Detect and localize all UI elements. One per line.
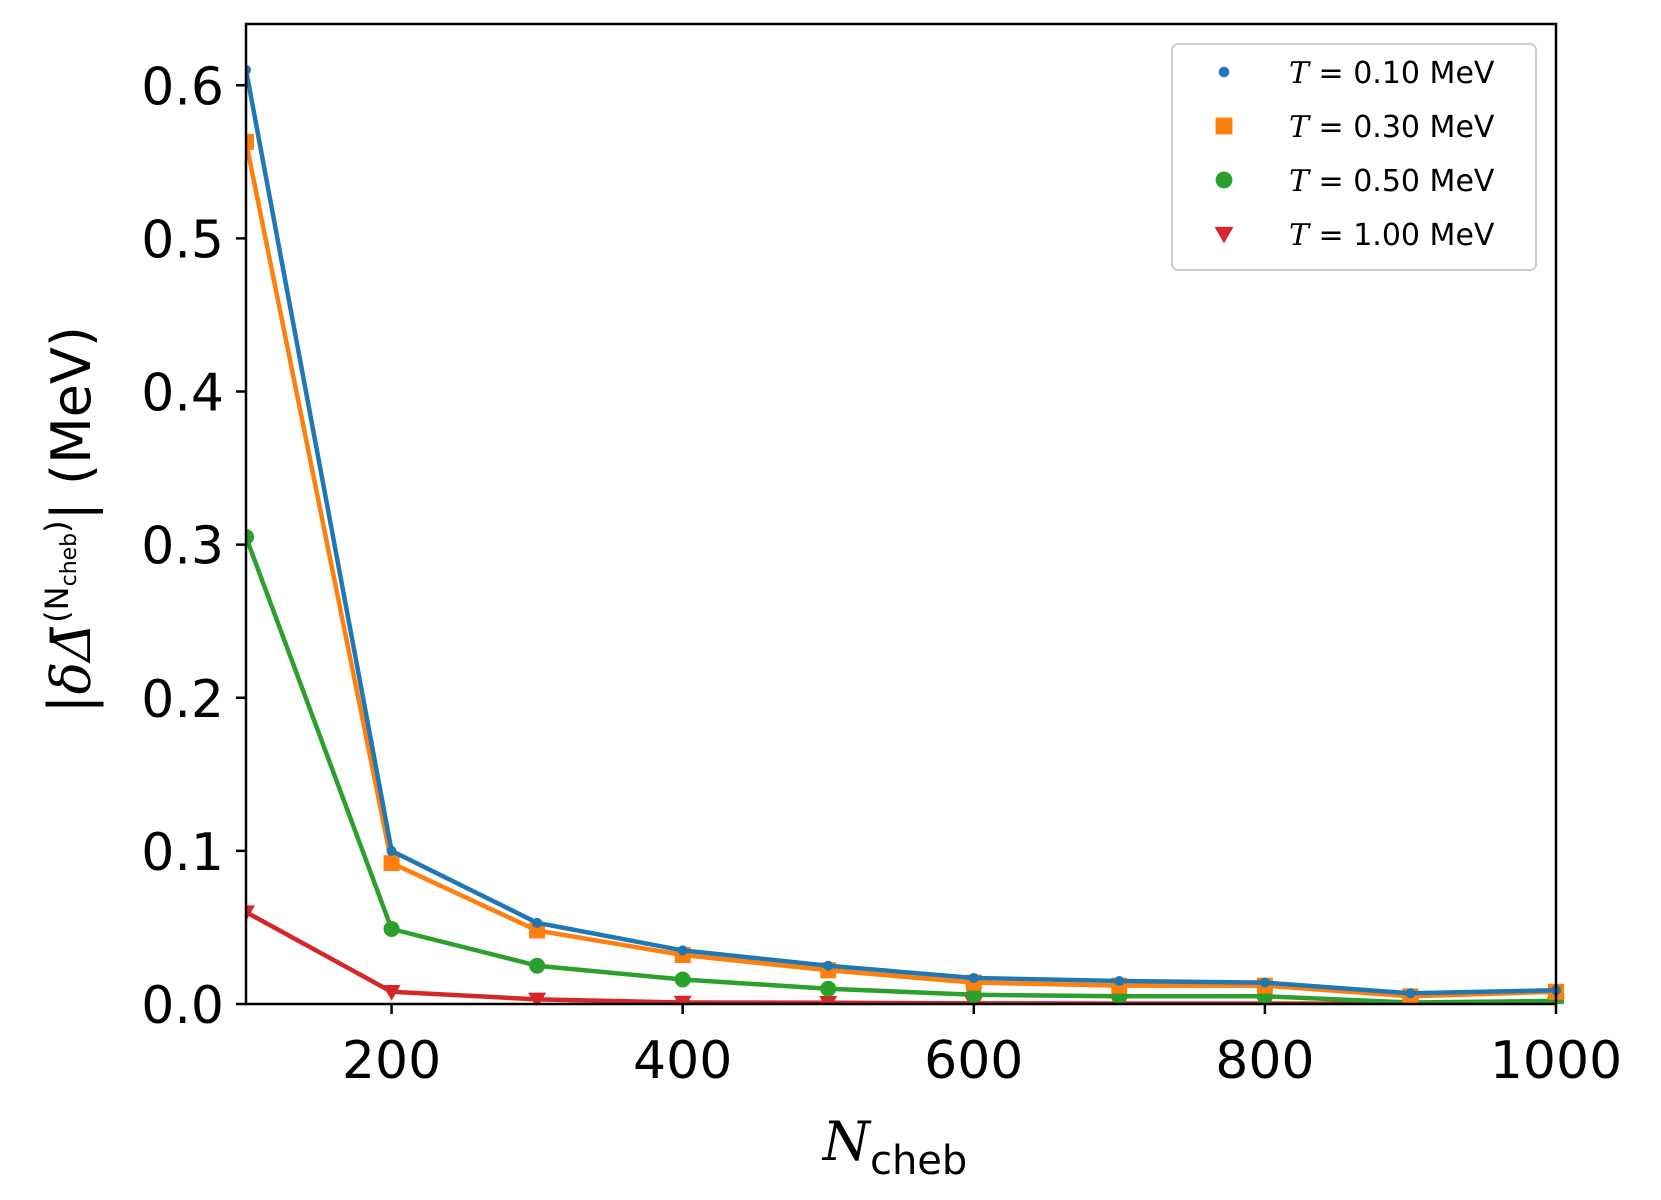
- y-axis-label-sup-open: (N: [38, 586, 76, 622]
- series-group: [246, 64, 1561, 999]
- legend-marker: [1215, 171, 1233, 189]
- data-point: [246, 528, 254, 545]
- data-point: [246, 133, 254, 150]
- x-axis-ticks: 200 400 600 800 1000: [342, 1004, 1622, 1091]
- y-tick-label: 0.6: [141, 57, 224, 117]
- x-tick-label: 200: [342, 1031, 441, 1091]
- data-point: [1405, 988, 1416, 999]
- data-point: [823, 960, 834, 971]
- data-point: [968, 972, 979, 983]
- legend-entry-0: T = 0.10 MeV: [1289, 56, 1495, 91]
- data-point: [383, 855, 400, 872]
- series-layer: [246, 64, 1565, 1004]
- y-axis-label: |δΔ̄(Ncheb)| (MeV): [36, 326, 104, 714]
- legend-entry-1: T = 0.30 MeV: [1289, 110, 1495, 145]
- data-point: [383, 920, 400, 937]
- y-axis-label-delta: δΔ̄: [40, 623, 103, 695]
- y-axis-label-sup-close: ): [38, 520, 76, 532]
- legend-entry-3-text: = 1.00 MeV: [1309, 218, 1495, 253]
- x-axis-label-sub: cheb: [870, 1138, 967, 1184]
- data-point: [820, 980, 837, 997]
- legend-markers: [1214, 66, 1234, 244]
- x-tick-label: 600: [924, 1031, 1023, 1091]
- legend-entry-1-symbol: T: [1289, 110, 1311, 145]
- data-point: [673, 995, 692, 1004]
- legend-entry-2: T = 0.50 MeV: [1289, 164, 1495, 199]
- data-point: [246, 905, 255, 922]
- y-tick-label: 0.1: [141, 823, 224, 883]
- data-point: [382, 985, 401, 1001]
- y-axis-ticks: 0.0 0.1 0.2 0.3 0.4 0.5 0.6: [141, 57, 246, 1036]
- legend-entry-2-text: = 0.50 MeV: [1309, 164, 1495, 199]
- data-point: [529, 922, 546, 939]
- legend-marker: [1218, 66, 1230, 78]
- data-point: [674, 971, 691, 988]
- plot-frame: [244, 22, 1558, 1006]
- data-point: [1259, 977, 1270, 988]
- legend-entry-0-symbol: T: [1289, 56, 1311, 91]
- x-tick-label: 400: [633, 1031, 732, 1091]
- data-point: [677, 945, 688, 956]
- y-tick-label: 0.5: [141, 210, 224, 270]
- series-line: [246, 141, 1557, 999]
- series-line: [246, 536, 1557, 1004]
- x-tick-label: 800: [1215, 1031, 1314, 1091]
- y-tick-label: 0.3: [141, 517, 224, 577]
- y-tick-label: 0.2: [141, 670, 224, 730]
- legend-entry-0-text: = 0.10 MeV: [1309, 56, 1495, 91]
- legend-entry-1-text: = 0.30 MeV: [1309, 110, 1495, 145]
- legend-box: [1171, 43, 1537, 271]
- y-axis-label-sup-sub: cheb: [57, 533, 82, 587]
- legend: T = 0.10 MeV T = 0.30 MeV T = 0.50 MeV T…: [1171, 43, 1537, 271]
- legend-marker: [1214, 226, 1234, 244]
- data-point: [532, 917, 543, 928]
- legend-entry-2-symbol: T: [1289, 164, 1311, 199]
- data-point: [529, 957, 546, 974]
- x-axis-label: Ncheb: [821, 1110, 968, 1184]
- data-point: [819, 996, 838, 1004]
- y-tick-label: 0.0: [141, 976, 224, 1036]
- series-line: [246, 69, 1557, 996]
- data-point: [965, 986, 982, 1003]
- data-point: [528, 992, 547, 1004]
- legend-entry-3-symbol: T: [1289, 218, 1311, 253]
- data-point: [1114, 976, 1125, 987]
- y-axis-label-suffix: | (MeV): [40, 326, 103, 520]
- data-point: [386, 845, 397, 856]
- x-tick-label: 1000: [1490, 1031, 1622, 1091]
- legend-marker: [1215, 117, 1233, 135]
- y-tick-label: 0.4: [141, 364, 224, 424]
- legend-entry-3: T = 1.00 MeV: [1289, 218, 1495, 253]
- x-axis-label-main: N: [821, 1110, 872, 1173]
- y-axis-label-prefix: |: [36, 694, 104, 714]
